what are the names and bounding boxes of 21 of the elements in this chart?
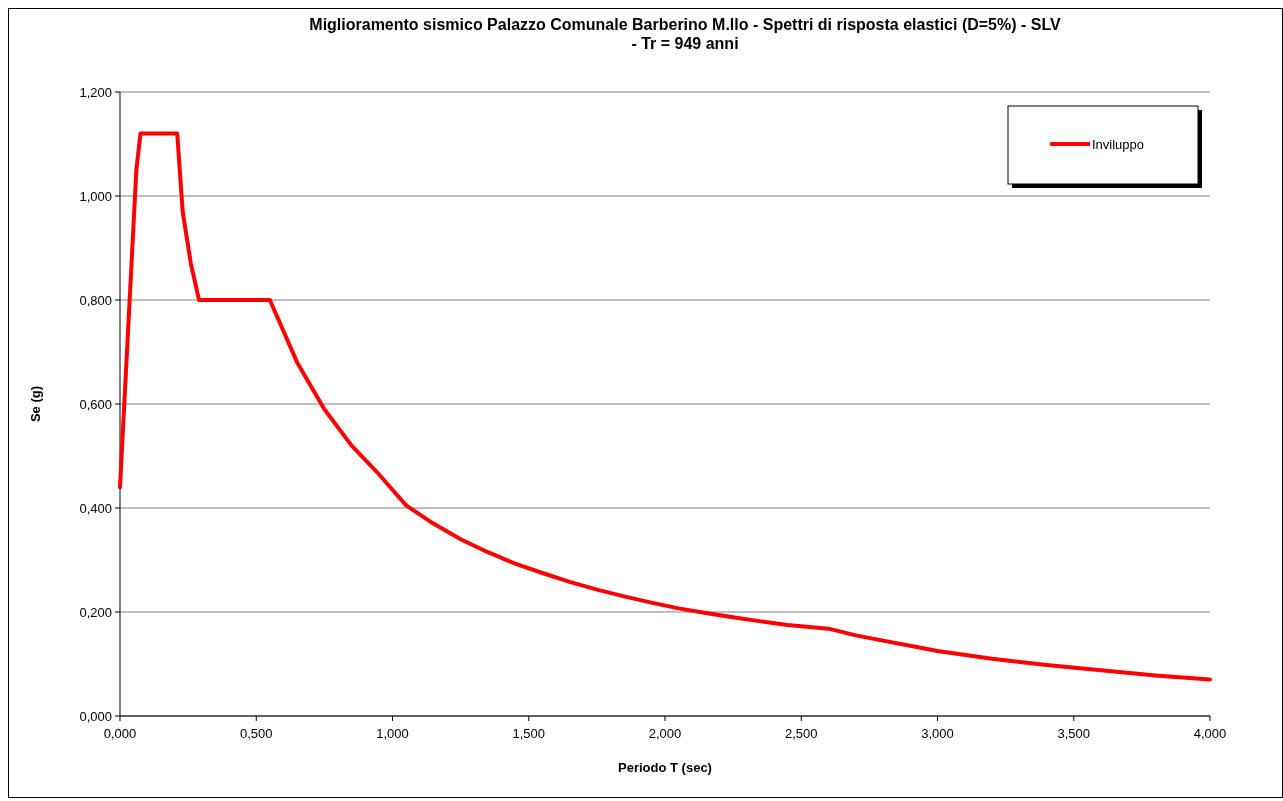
x-tick-label: 2,500: [784, 726, 818, 741]
x-axis-title: Periodo T (sec): [618, 760, 712, 775]
x-tick-label: 3,000: [921, 726, 954, 741]
y-tick-label: 0,000: [79, 708, 112, 724]
x-tick-label: 3,500: [1057, 726, 1091, 741]
line-series: [118, 131, 1212, 682]
y-tick-label: 0,200: [79, 604, 112, 620]
x-tick-label: 4,000: [1193, 726, 1227, 741]
x-tick-label: 2,000: [648, 726, 682, 741]
y-tick-label: 1,000: [79, 188, 112, 204]
x-tick-label: 0,000: [103, 726, 137, 741]
y-tick-label: 0,400: [79, 500, 112, 516]
x-tick-label: 1,500: [512, 726, 546, 741]
y-tick-label: 0,600: [79, 396, 112, 412]
legend-label: Inviluppo: [1092, 136, 1145, 152]
x-tick-label: 1,000: [376, 726, 409, 741]
y-axis-title: Se (g): [28, 385, 43, 423]
y-tick-label: 1,200: [79, 84, 112, 100]
chart-title: Miglioramento sismico Palazzo Comunale Barberino M.llo - Spettri di risposta elastici (D=5%) - SLV - Tr = 949 anni: [309, 16, 1062, 52]
y-tick-label: 0,800: [79, 292, 112, 308]
x-tick-label: 0,500: [239, 726, 273, 741]
